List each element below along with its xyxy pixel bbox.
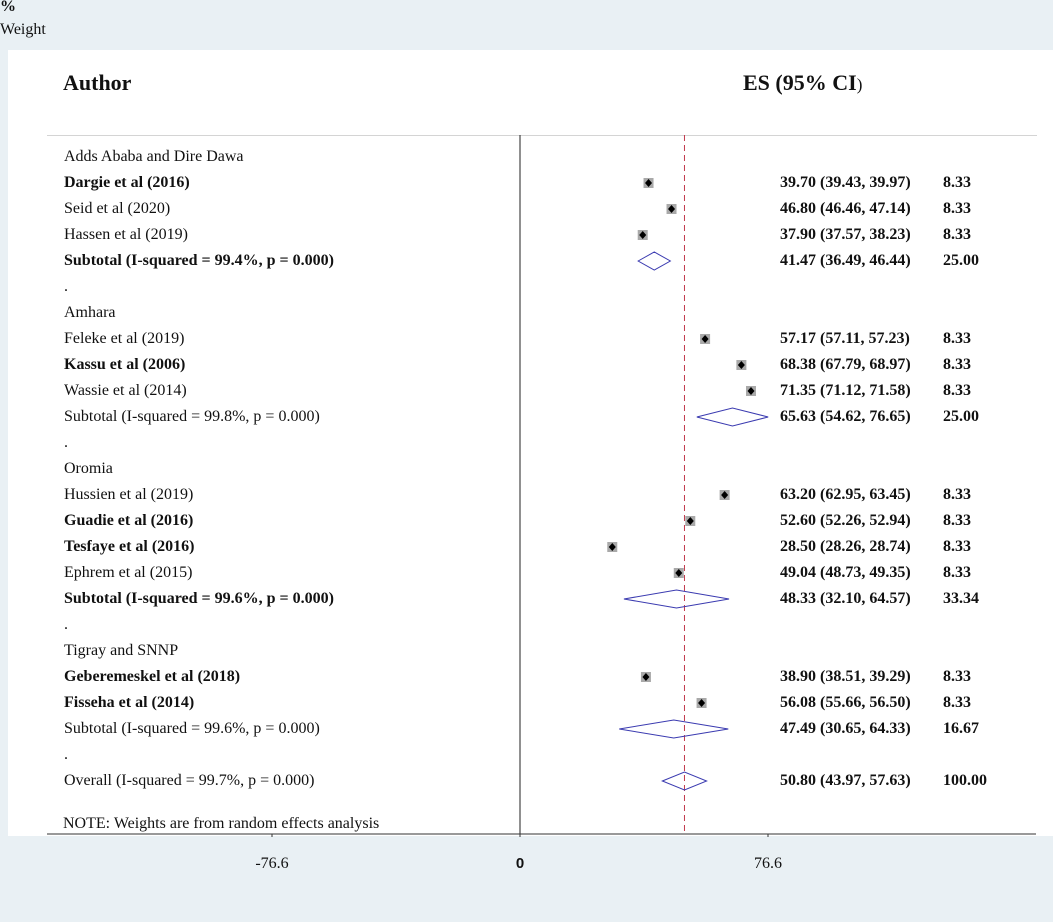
study-label: Geberemeskel et al (2018) bbox=[64, 668, 241, 685]
weight-value: 25.00 bbox=[943, 408, 979, 425]
study-point-marker bbox=[608, 543, 616, 551]
es-header-text: ES (95% CI bbox=[743, 70, 857, 95]
es-column-header: ES (95% CI) bbox=[743, 70, 862, 96]
study-label: Wassie et al (2014) bbox=[64, 382, 187, 399]
spacer-dot: . bbox=[64, 616, 68, 633]
spacer-dot: . bbox=[64, 278, 68, 295]
effect-size-ci: 50.80 (43.97, 57.63) bbox=[780, 772, 911, 789]
group-label: Adds Ababa and Dire Dawa bbox=[64, 148, 244, 165]
spacer-dot: . bbox=[64, 434, 68, 451]
study-label: Seid et al (2020) bbox=[64, 200, 171, 217]
weight-value: 8.33 bbox=[943, 486, 971, 503]
effect-size-ci: 48.33 (32.10, 64.57) bbox=[780, 590, 911, 607]
weight-value: 8.33 bbox=[943, 330, 971, 347]
study-label: Ephrem et al (2015) bbox=[64, 564, 193, 581]
subtotal-label: Subtotal (I-squared = 99.6%, p = 0.000) bbox=[64, 590, 334, 607]
effect-size-ci: 37.90 (37.57, 38.23) bbox=[780, 226, 911, 243]
subtotal-diamond bbox=[619, 719, 729, 739]
weight-column-header: % Weight bbox=[0, 0, 1053, 40]
header-divider bbox=[47, 135, 1037, 136]
weight-header-label: Weight bbox=[0, 21, 46, 38]
weight-value: 8.33 bbox=[943, 538, 971, 555]
group-label: Amhara bbox=[64, 304, 116, 321]
effect-size-ci: 65.63 (54.62, 76.65) bbox=[780, 408, 911, 425]
study-point-marker bbox=[721, 491, 729, 499]
effect-size-ci: 46.80 (46.46, 47.14) bbox=[780, 200, 911, 217]
study-label: Hassen et al (2019) bbox=[64, 226, 188, 243]
weight-value: 8.33 bbox=[943, 200, 971, 217]
effect-size-ci: 47.49 (30.65, 64.33) bbox=[780, 720, 911, 737]
es-header-paren: ) bbox=[856, 75, 863, 94]
study-point-marker bbox=[698, 699, 706, 707]
effect-size-ci: 38.90 (38.51, 39.29) bbox=[780, 668, 911, 685]
weight-value: 8.33 bbox=[943, 356, 971, 373]
subtotal-label: Subtotal (I-squared = 99.6%, p = 0.000) bbox=[64, 720, 320, 737]
weight-value: 8.33 bbox=[943, 512, 971, 529]
study-label: Feleke et al (2019) bbox=[64, 330, 185, 347]
weight-value: 33.34 bbox=[943, 590, 979, 607]
x-tick-label: -76.6 bbox=[255, 855, 289, 872]
effect-size-ci: 63.20 (62.95, 63.45) bbox=[780, 486, 911, 503]
effect-size-ci: 56.08 (55.66, 56.50) bbox=[780, 694, 911, 711]
group-label: Tigray and SNNP bbox=[64, 642, 179, 659]
x-tick-label: 76.6 bbox=[754, 855, 782, 872]
study-label: Hussien et al (2019) bbox=[64, 486, 194, 503]
weight-value: 100.00 bbox=[943, 772, 987, 789]
subtotal-label: Subtotal (I-squared = 99.8%, p = 0.000) bbox=[64, 408, 320, 425]
group-label: Oromia bbox=[64, 460, 113, 477]
subtotal-label: Subtotal (I-squared = 99.4%, p = 0.000) bbox=[64, 252, 334, 269]
effect-size-ci: 41.47 (36.49, 46.44) bbox=[780, 252, 911, 269]
weight-value: 16.67 bbox=[943, 720, 979, 737]
study-point-marker bbox=[747, 387, 755, 395]
effect-size-ci: 49.04 (48.73, 49.35) bbox=[780, 564, 911, 581]
study-point-marker bbox=[675, 569, 683, 577]
weight-value: 8.33 bbox=[943, 694, 971, 711]
weight-value: 8.33 bbox=[943, 226, 971, 243]
study-point-marker bbox=[645, 179, 653, 187]
weight-value: 8.33 bbox=[943, 564, 971, 581]
effect-size-ci: 57.17 (57.11, 57.23) bbox=[780, 330, 910, 347]
subtotal-diamond bbox=[623, 589, 730, 609]
x-axis-band bbox=[47, 837, 1053, 922]
plot-panel bbox=[8, 50, 1053, 836]
effect-size-ci: 39.70 (39.43, 39.97) bbox=[780, 174, 911, 191]
study-point-marker bbox=[668, 205, 676, 213]
x-tick-label: 0 bbox=[515, 855, 525, 872]
study-point-marker bbox=[642, 673, 650, 681]
effect-size-ci: 28.50 (28.26, 28.74) bbox=[780, 538, 911, 555]
effect-size-ci: 68.38 (67.79, 68.97) bbox=[780, 356, 911, 373]
study-point-marker bbox=[686, 517, 694, 525]
weight-value: 25.00 bbox=[943, 252, 979, 269]
overall-label: Overall (I-squared = 99.7%, p = 0.000) bbox=[64, 772, 315, 789]
weight-value: 8.33 bbox=[943, 668, 971, 685]
study-label: Dargie et al (2016) bbox=[64, 174, 190, 191]
study-point-marker bbox=[639, 231, 647, 239]
study-label: Kassu et al (2006) bbox=[64, 356, 186, 373]
spacer-dot: . bbox=[64, 746, 68, 763]
study-point-marker bbox=[737, 361, 745, 369]
overall-diamond bbox=[661, 771, 708, 791]
effect-size-ci: 71.35 (71.12, 71.58) bbox=[780, 382, 911, 399]
subtotal-diamond bbox=[637, 251, 672, 271]
study-label: Fisseha et al (2014) bbox=[64, 694, 195, 711]
weight-value: 8.33 bbox=[943, 174, 971, 191]
study-label: Guadie et al (2016) bbox=[64, 512, 194, 529]
author-column-header: Author bbox=[63, 70, 132, 95]
weight-header-percent: % bbox=[0, 0, 16, 15]
weights-note: NOTE: Weights are from random effects an… bbox=[63, 815, 380, 832]
study-point-marker bbox=[701, 335, 709, 343]
weight-value: 8.33 bbox=[943, 382, 971, 399]
effect-size-ci: 52.60 (52.26, 52.94) bbox=[780, 512, 911, 529]
study-label: Tesfaye et al (2016) bbox=[64, 538, 195, 555]
subtotal-diamond bbox=[696, 407, 769, 427]
